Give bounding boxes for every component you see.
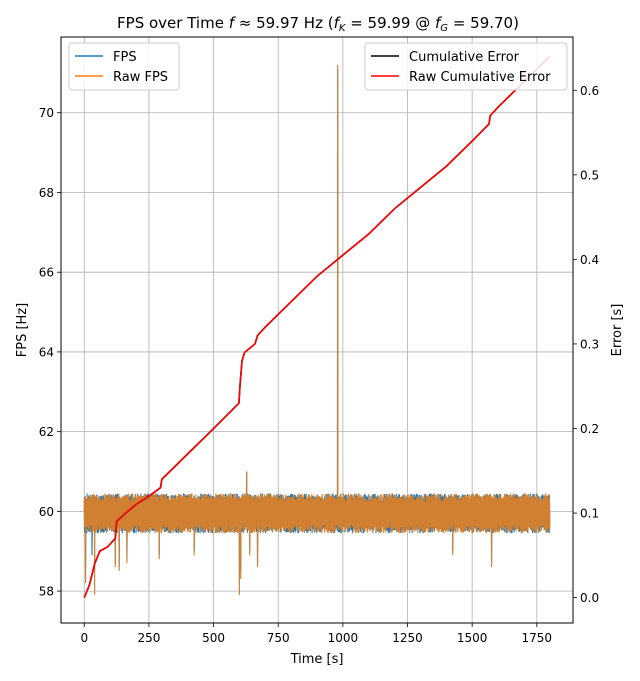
series-raw-cumulative-error-line [83, 55, 551, 598]
y-tick-label-right: 0.1 [580, 507, 599, 521]
y-tick-label-left: 68 [39, 186, 54, 200]
legend-left: FPS Raw FPS [68, 42, 180, 91]
x-tick-label: 1250 [392, 631, 423, 645]
y-axis-label-right: Error [s] [610, 304, 625, 357]
legend-right: Cumulative Error Raw Cumulative Error [364, 42, 568, 91]
y-tick-label-left: 60 [39, 505, 54, 519]
y-tick-label-right: 0.6 [580, 84, 599, 98]
x-tick-label: 1750 [522, 631, 553, 645]
legend-label-fps: FPS [113, 50, 137, 65]
plot-area [83, 55, 551, 598]
y-tick-label-left: 62 [39, 425, 54, 439]
series-raw-fps-line [83, 64, 551, 596]
x-tick-label: 250 [137, 631, 160, 645]
x-axis-label: Time [s] [290, 652, 344, 667]
y-axis-label-left: FPS [Hz] [15, 303, 30, 357]
y-tick-label-right: 0.0 [580, 591, 599, 605]
x-tick-label: 500 [202, 631, 225, 645]
x-tick-label: 0 [80, 631, 88, 645]
y-tick-label-left: 58 [39, 585, 54, 599]
legend-left-box [68, 42, 180, 91]
axes: 0 250 500 750 1000 1250 1500 1750 58 60 62 64 66 68 70… [39, 84, 599, 645]
y-tick-label-right: 0.4 [580, 253, 599, 267]
y-tick-label-right: 0.5 [580, 168, 599, 182]
y-tick-label-left: 70 [39, 106, 54, 120]
y-tick-label-left: 64 [39, 345, 54, 359]
y-tick-label-left: 66 [39, 266, 54, 280]
legend-label-raw-fps: Raw FPS [113, 70, 168, 85]
x-tick-label: 1000 [328, 631, 359, 645]
y-tick-label-right: 0.3 [580, 337, 599, 351]
y-tick-label-right: 0.2 [580, 422, 599, 436]
chart-title: FPS over Time f ≈ 59.97 Hz (fK = 59.99 @… [117, 14, 519, 34]
legend-label-cumulative-error: Cumulative Error [409, 50, 520, 65]
legend-label-raw-cumulative-error: Raw Cumulative Error [409, 70, 551, 85]
x-tick-label: 1500 [457, 631, 488, 645]
legend-right-box [364, 42, 568, 91]
x-tick-label: 750 [267, 631, 290, 645]
grid [61, 37, 573, 623]
plot-frame [60, 36, 574, 624]
